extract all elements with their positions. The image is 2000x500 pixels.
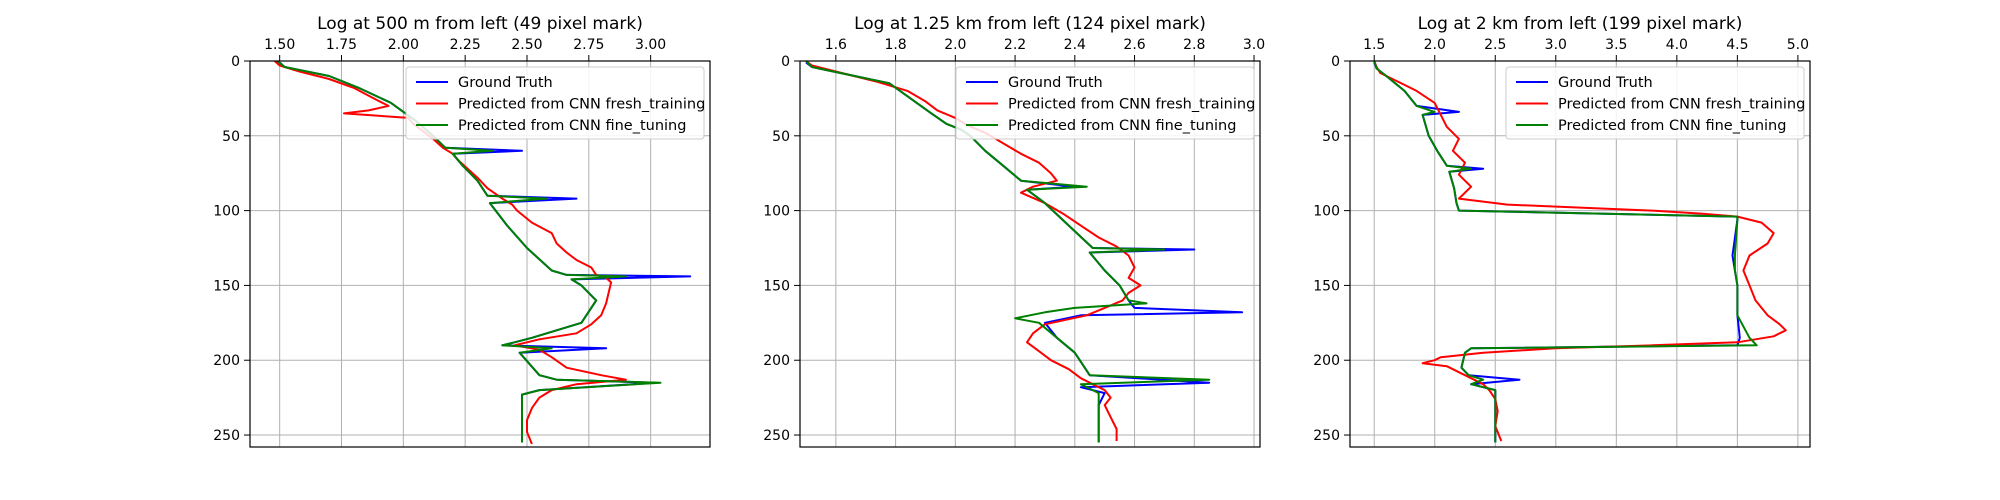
chart-panel-2: 1.6 1.8 2.0 2.2 2.4 2.6 2.8 3.0 0 50 100 150 200 250 L…: [763, 14, 1265, 448]
x-tick-label: 1.8: [884, 37, 906, 53]
x-tick-label: 2.00: [388, 37, 419, 53]
fine-tuning-line: [1373, 61, 1758, 443]
x-tick-label: 2.8: [1183, 37, 1205, 53]
chart-panel-3: 1.5 2.0 2.5 3.0 3.5 4.0 4.5 5.0 0 50 100 150 200 250 L…: [1313, 14, 1811, 448]
legend-box: [1505, 66, 1805, 140]
x-ticks: 1.50 1.75 2.00 2.25 2.50 2.75 3.00: [264, 37, 666, 61]
y-tick-label: 50: [772, 129, 790, 145]
y-tick-label: 100: [213, 204, 240, 220]
legend-label: Predicted from CNN fresh_training: [1558, 97, 1805, 113]
x-tick-label: 2.4: [1064, 37, 1086, 53]
plot-frame: [1349, 60, 1811, 448]
y-tick-label: 50: [1322, 129, 1340, 145]
x-tick-label: 2.6: [1123, 37, 1145, 53]
chart-title: Log at 1.25 km from left (124 pixel mark…: [854, 14, 1206, 34]
y-tick-label: 200: [763, 353, 790, 369]
chart-title: Log at 2 km from left (199 pixel mark): [1418, 14, 1743, 34]
x-tick-label: 2.50: [511, 37, 542, 53]
legend-box: [955, 66, 1255, 140]
x-ticks: 1.5 2.0 2.5 3.0 3.5 4.0 4.5 5.0: [1363, 37, 1809, 61]
y-tick-label: 100: [1313, 204, 1340, 220]
x-tick-label: 2.5: [1484, 37, 1506, 53]
x-tick-label: 2.75: [573, 37, 604, 53]
x-ticks: 1.6 1.8 2.0 2.2 2.4 2.6 2.8 3.0: [825, 37, 1265, 61]
legend-label: Predicted from CNN fine_tuning: [1558, 118, 1786, 134]
legend-label: Predicted from CNN fine_tuning: [458, 118, 686, 134]
x-tick-label: 1.50: [264, 37, 295, 53]
y-tick-label: 150: [1313, 278, 1340, 294]
x-tick-label: 3.0: [1545, 37, 1567, 53]
legend-label: Ground Truth: [458, 75, 553, 91]
y-ticks: 0 50 100 150 200 250: [213, 54, 250, 444]
legend-label: Predicted from CNN fresh_training: [458, 97, 705, 113]
y-ticks: 0 50 100 150 200 250: [1313, 54, 1350, 444]
x-tick-label: 4.0: [1666, 37, 1688, 53]
y-tick-label: 150: [763, 278, 790, 294]
legend: Ground Truth Predicted from CNN fresh_tra…: [955, 66, 1255, 140]
x-tick-label: 1.6: [825, 37, 847, 53]
fresh-training-line: [274, 61, 627, 445]
series-group: [1373, 61, 1787, 443]
x-tick-label: 3.00: [635, 37, 666, 53]
y-tick-label: 0: [231, 54, 240, 70]
y-tick-label: 200: [213, 353, 240, 369]
legend-label: Predicted from CNN fresh_training: [1008, 97, 1255, 113]
chart-title: Log at 500 m from left (49 pixel mark): [317, 14, 643, 34]
x-tick-label: 2.25: [450, 37, 481, 53]
y-tick-label: 250: [763, 428, 790, 444]
legend-label: Ground Truth: [1558, 75, 1653, 91]
plot-frame: [249, 60, 711, 448]
legend: Ground Truth Predicted from CNN fresh_tra…: [1505, 66, 1805, 140]
y-tick-label: 250: [1313, 428, 1340, 444]
x-tick-label: 2.0: [944, 37, 966, 53]
x-tick-label: 2.2: [1004, 37, 1026, 53]
y-tick-label: 250: [213, 428, 240, 444]
y-ticks: 0 50 100 150 200 250: [763, 54, 800, 444]
y-tick-label: 200: [1313, 353, 1340, 369]
x-tick-label: 5.0: [1787, 37, 1809, 53]
legend-label: Ground Truth: [1008, 75, 1103, 91]
legend-box: [405, 66, 705, 140]
fresh-training-line: [1373, 61, 1787, 442]
x-tick-label: 3.5: [1605, 37, 1627, 53]
y-tick-label: 150: [213, 278, 240, 294]
y-tick-label: 100: [763, 204, 790, 220]
y-tick-label: 0: [1331, 54, 1340, 70]
plot-frame: [799, 60, 1261, 448]
x-tick-label: 2.0: [1424, 37, 1446, 53]
x-tick-label: 4.5: [1726, 37, 1748, 53]
x-tick-label: 1.5: [1363, 37, 1385, 53]
chart-panel-1: 1.50 1.75 2.00 2.25 2.50 2.75 3.00 0 50 100 150 200…: [213, 14, 711, 448]
y-tick-label: 0: [781, 54, 790, 70]
legend-label: Predicted from CNN fine_tuning: [1008, 118, 1236, 134]
x-tick-label: 3.0: [1243, 37, 1265, 53]
y-tick-label: 50: [222, 129, 240, 145]
legend: Ground Truth Predicted from CNN fresh_tra…: [405, 66, 705, 140]
x-tick-label: 1.75: [326, 37, 357, 53]
